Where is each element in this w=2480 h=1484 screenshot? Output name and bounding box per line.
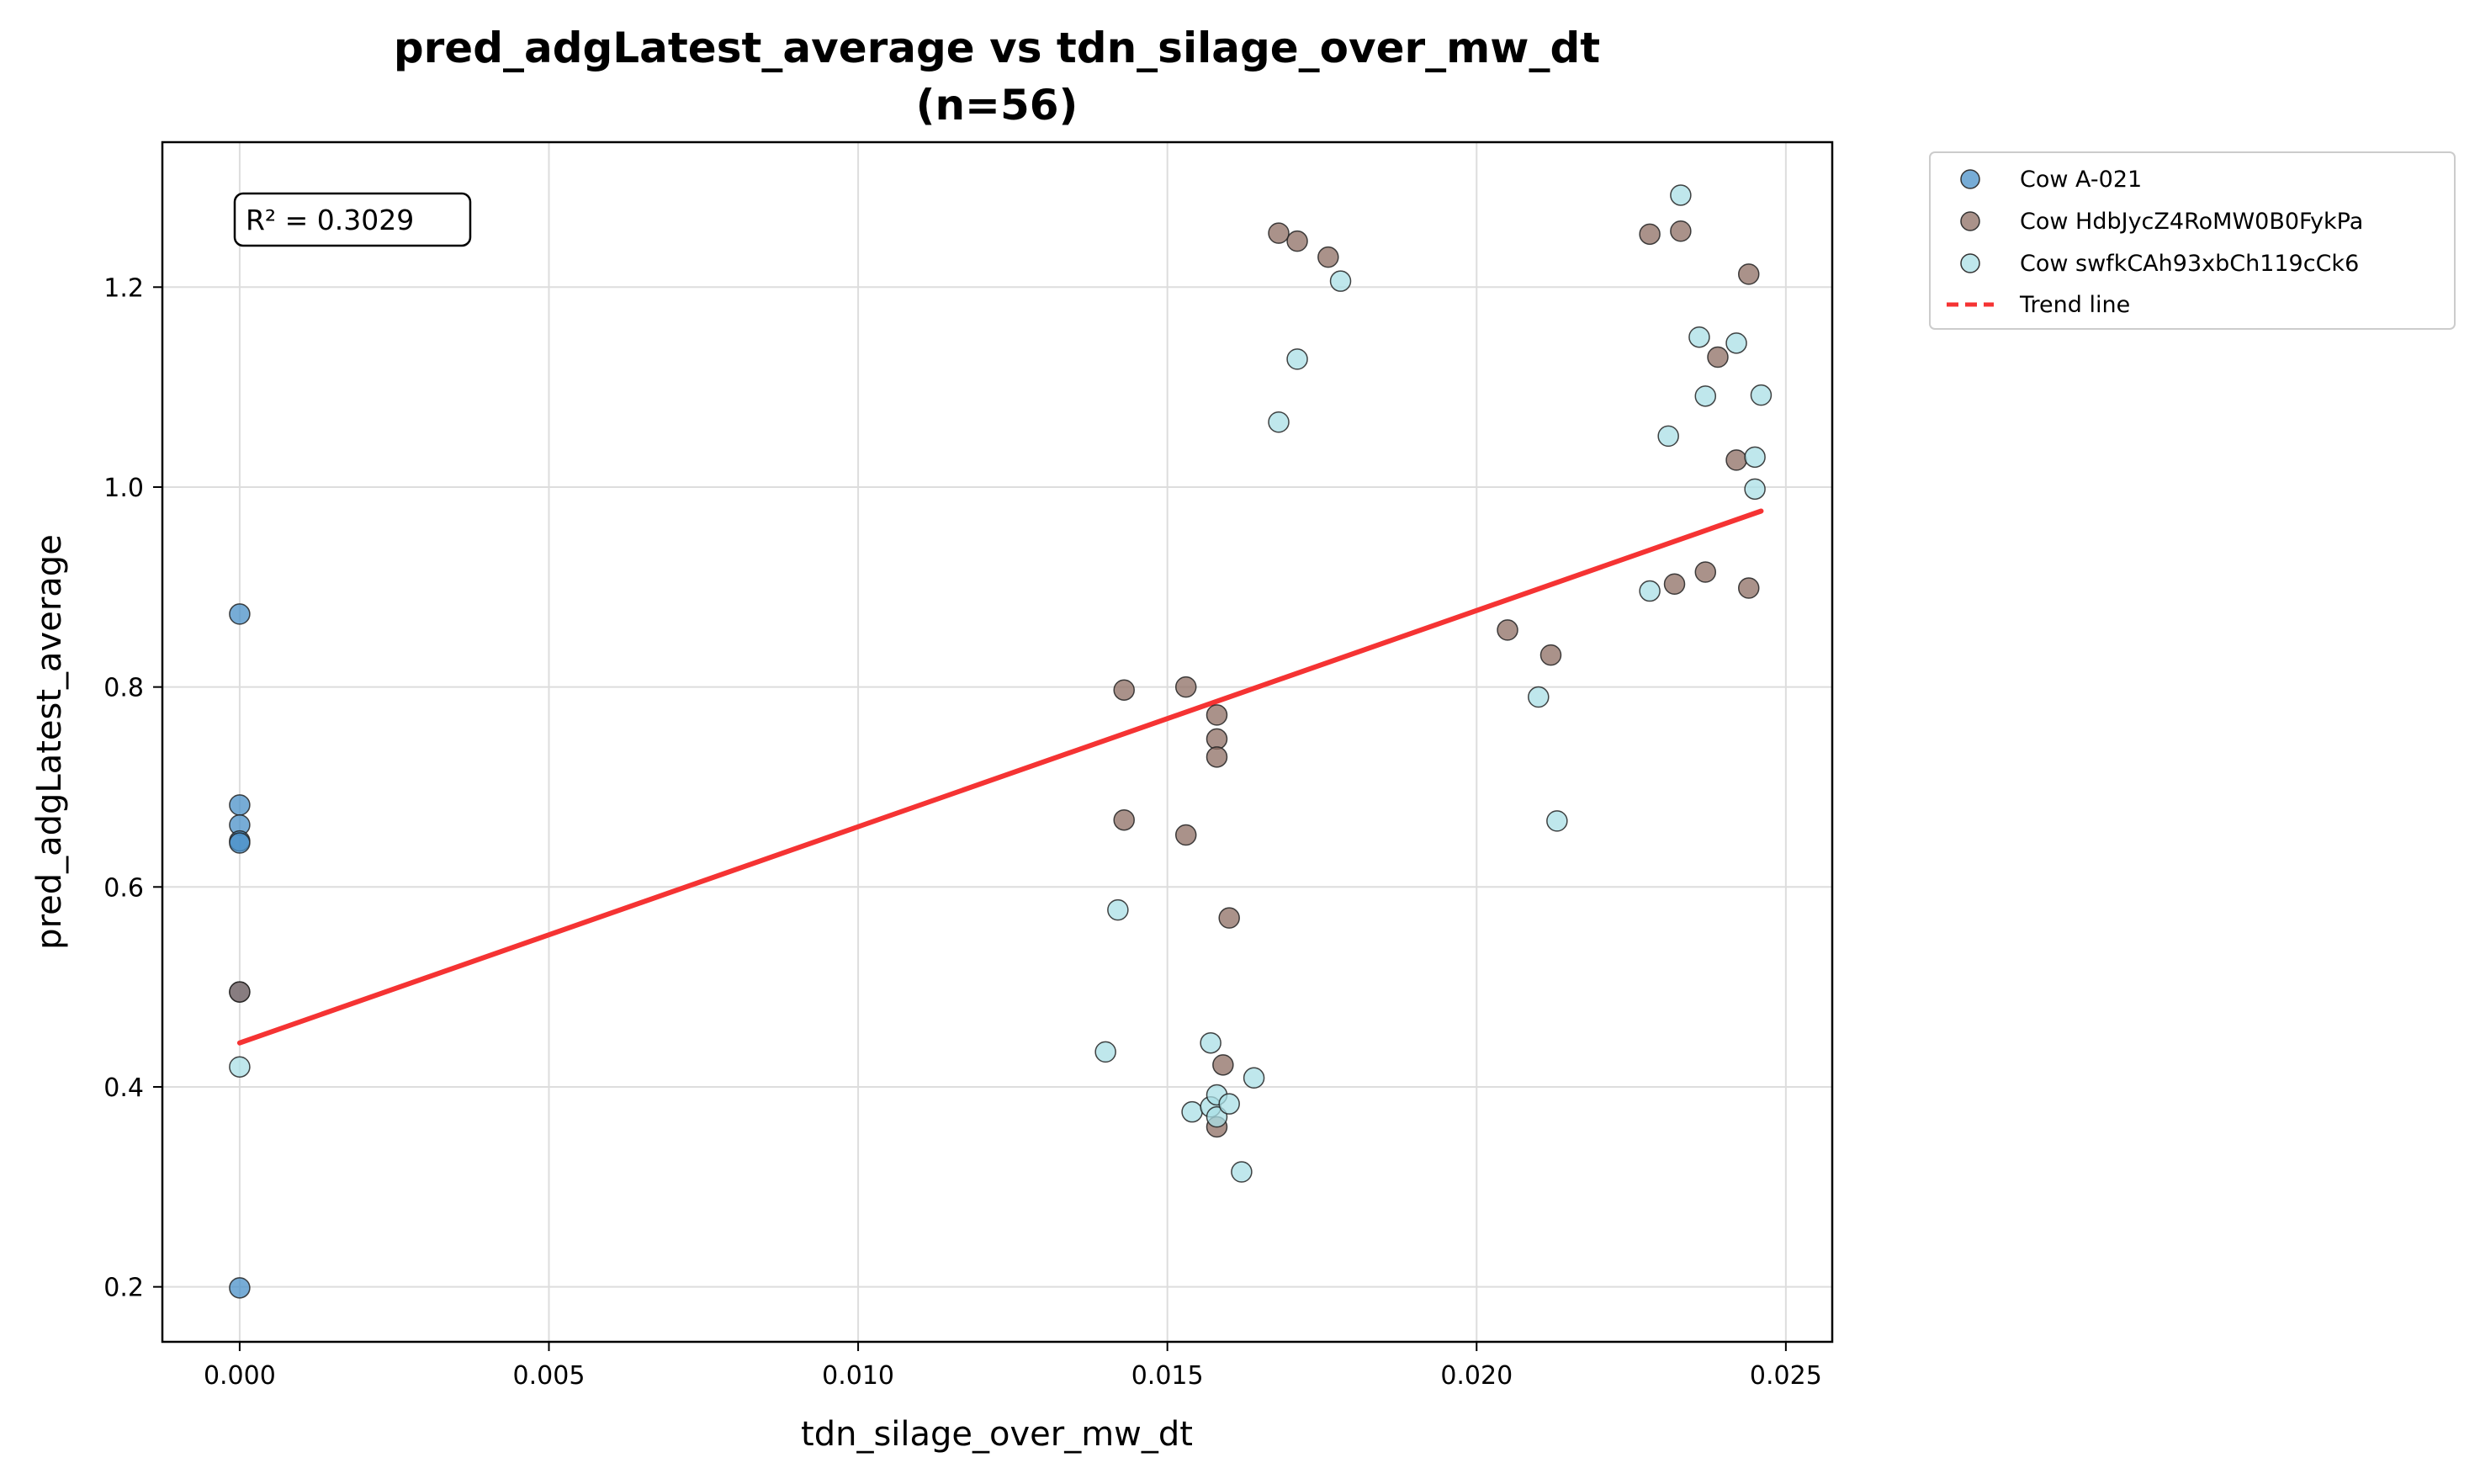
legend-label-cow-a-021: Cow A-021 [2020, 167, 2142, 193]
r2-annotation: R² = 0.3029 [233, 192, 472, 247]
data-point-series-1 [1639, 223, 1661, 246]
data-point-series-1 [1663, 573, 1686, 595]
data-point-series-2 [1744, 446, 1766, 469]
y-tick-label: 1.2 [103, 273, 144, 303]
data-point-series-2 [1286, 348, 1308, 370]
trend-line-layer [236, 508, 1764, 1046]
data-point-series-2 [1107, 898, 1129, 921]
data-point-series-2 [1639, 580, 1661, 602]
x-axis-ticks: 0.000 0.005 0.010 0.015 0.020 0.025 [204, 1342, 1822, 1391]
legend-marker-cow-a-021 [1960, 169, 1980, 189]
data-point-series-1 [1113, 808, 1135, 831]
data-point-series-2 [1094, 1041, 1116, 1063]
legend-frame [1929, 151, 2456, 330]
legend-label-trend-line: Trend line [2019, 292, 2130, 318]
data-point-series-2 [1231, 1161, 1253, 1183]
data-point-series-2 [1744, 478, 1766, 501]
data-point-series-2 [1688, 326, 1710, 348]
data-point-series-2 [1329, 270, 1352, 292]
y-axis-title: pred_adgLatest_average [30, 534, 69, 950]
r2-annotation-text: R² = 0.3029 [246, 204, 414, 236]
chart-legend: Cow A-021 Cow HdbJycZ4RoMW0B0FykPa Cow s… [1929, 151, 2456, 330]
data-point-series-0 [229, 603, 251, 625]
data-point-series-2 [1181, 1100, 1203, 1123]
data-point-series-2 [1546, 810, 1568, 832]
data-point-series-1 [1497, 619, 1518, 641]
data-point-series-1 [1206, 746, 1228, 768]
x-axis-title: tdn_silage_over_mw_dt [801, 1415, 1193, 1454]
data-point-series-1 [1286, 230, 1308, 252]
data-point-series-1 [1707, 346, 1729, 368]
y-tick-label: 0.4 [103, 1073, 144, 1103]
legend-marker-cow-swfk [1960, 253, 1980, 273]
data-point-series-1 [1268, 222, 1290, 244]
x-tick-label: 0.025 [1750, 1361, 1822, 1391]
x-tick-label: 0.020 [1440, 1361, 1513, 1391]
chart-title-line2: (n=56) [916, 81, 1078, 130]
data-point-series-1 [1725, 449, 1747, 471]
data-point-series-2 [1268, 411, 1290, 433]
data-point-series-1 [1738, 263, 1760, 285]
y-tick-label: 0.6 [103, 873, 144, 903]
data-point-series-1 [1174, 824, 1197, 846]
data-point-series-2 [1694, 385, 1717, 407]
data-point-series-2 [1200, 1031, 1221, 1054]
data-point-series-1 [1694, 561, 1717, 583]
data-point-series-2 [1750, 384, 1773, 406]
data-point-series-1 [1174, 676, 1197, 698]
trend-line [236, 508, 1764, 1046]
legend-label-cow-swfk: Cow swfkCAh93xbCh119cCk6 [2020, 251, 2359, 277]
data-point-series-2 [1528, 686, 1550, 708]
data-point-series-1 [1206, 728, 1228, 750]
legend-marker-cow-hdbjyc [1960, 211, 1980, 231]
data-point-series-2 [1243, 1067, 1265, 1089]
data-point-series-2 [1218, 1093, 1240, 1115]
y-tick-label: 1.0 [103, 474, 144, 503]
data-point-series-1 [229, 981, 251, 1003]
data-point-series-0 [229, 794, 251, 816]
data-points [229, 184, 1773, 1299]
data-point-series-1 [1212, 1054, 1234, 1076]
data-point-series-1 [1738, 577, 1760, 599]
x-tick-label: 0.010 [822, 1361, 894, 1391]
plot-area-frame [161, 140, 1834, 1344]
data-point-series-1 [1670, 220, 1692, 242]
y-axis-ticks: 0.2 0.4 0.6 0.8 1.0 1.2 [103, 273, 162, 1303]
data-point-series-1 [1539, 644, 1562, 666]
data-point-series-2 [229, 1056, 251, 1078]
r2-annotation-box [233, 192, 472, 247]
data-point-series-2 [1725, 332, 1747, 354]
chart-title-line1: pred_adgLatest_average vs tdn_silage_ove… [394, 24, 1600, 72]
legend-label-cow-hdbjyc: Cow HdbJycZ4RoMW0B0FykPa [2020, 209, 2363, 235]
data-point-series-0 [229, 1277, 251, 1299]
x-tick-label: 0.015 [1131, 1361, 1204, 1391]
grid-lines [162, 142, 1832, 1342]
x-tick-label: 0.000 [204, 1361, 276, 1391]
data-point-series-2 [1670, 184, 1692, 206]
y-tick-label: 0.2 [103, 1274, 144, 1303]
data-point-series-1 [1218, 907, 1240, 929]
y-tick-label: 0.8 [103, 674, 144, 703]
data-point-series-2 [1206, 1105, 1228, 1128]
data-point-series-1 [1317, 246, 1339, 268]
data-point-series-2 [1657, 425, 1679, 448]
x-tick-label: 0.005 [513, 1361, 586, 1391]
data-point-series-0 [229, 832, 251, 854]
data-point-series-1 [1206, 704, 1228, 726]
data-point-series-1 [1113, 679, 1135, 701]
